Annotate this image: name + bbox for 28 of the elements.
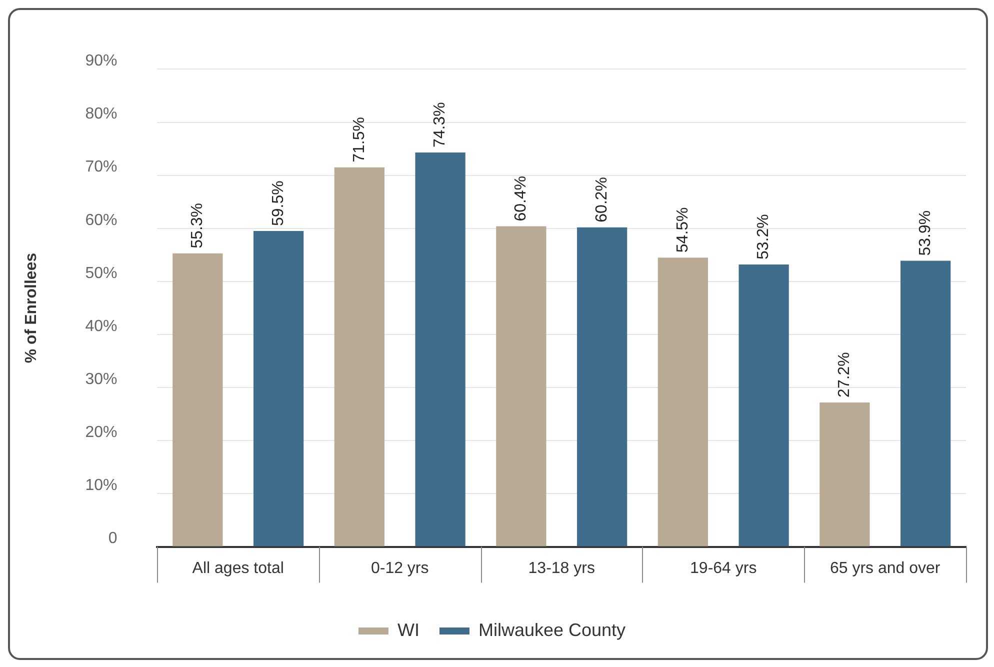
y-tick-label: 40% — [85, 318, 118, 335]
legend-label: WI — [397, 620, 420, 640]
y-axis-title: % of Enrollees — [23, 252, 40, 364]
x-tick-label: 19-64 yrs — [690, 560, 757, 577]
legend-label: Milwaukee County — [478, 620, 626, 640]
y-tick-label: 80% — [85, 106, 118, 123]
y-tick-label: 70% — [85, 158, 118, 176]
y-tick-label: 50% — [85, 264, 118, 282]
x-tick-label: All ages total — [192, 560, 284, 577]
data-label: 55.3% — [189, 202, 206, 248]
y-tick-label: 90% — [85, 52, 118, 70]
data-label: 60.4% — [512, 176, 530, 222]
data-label: 53.9% — [916, 210, 934, 256]
y-tick-label: 20% — [85, 424, 118, 442]
y-tick-label: 0 — [108, 530, 118, 548]
y-tick-label: 60% — [85, 212, 118, 229]
y-tick-label: 10% — [85, 477, 118, 494]
data-label: 59.5% — [270, 180, 287, 226]
data-label: 53.2% — [755, 214, 772, 260]
x-tick-label: 13-18 yrs — [528, 560, 595, 577]
data-label: 54.5% — [674, 207, 692, 253]
x-tick-label: 0-12 yrs — [370, 560, 429, 577]
x-tick-label: 65 yrs and over — [830, 560, 941, 577]
data-label: 74.3% — [432, 102, 449, 148]
data-label: 71.5% — [350, 117, 368, 162]
data-label: 27.2% — [836, 352, 854, 398]
data-label: 60.2% — [593, 176, 610, 222]
y-tick-label: 30% — [85, 371, 118, 388]
